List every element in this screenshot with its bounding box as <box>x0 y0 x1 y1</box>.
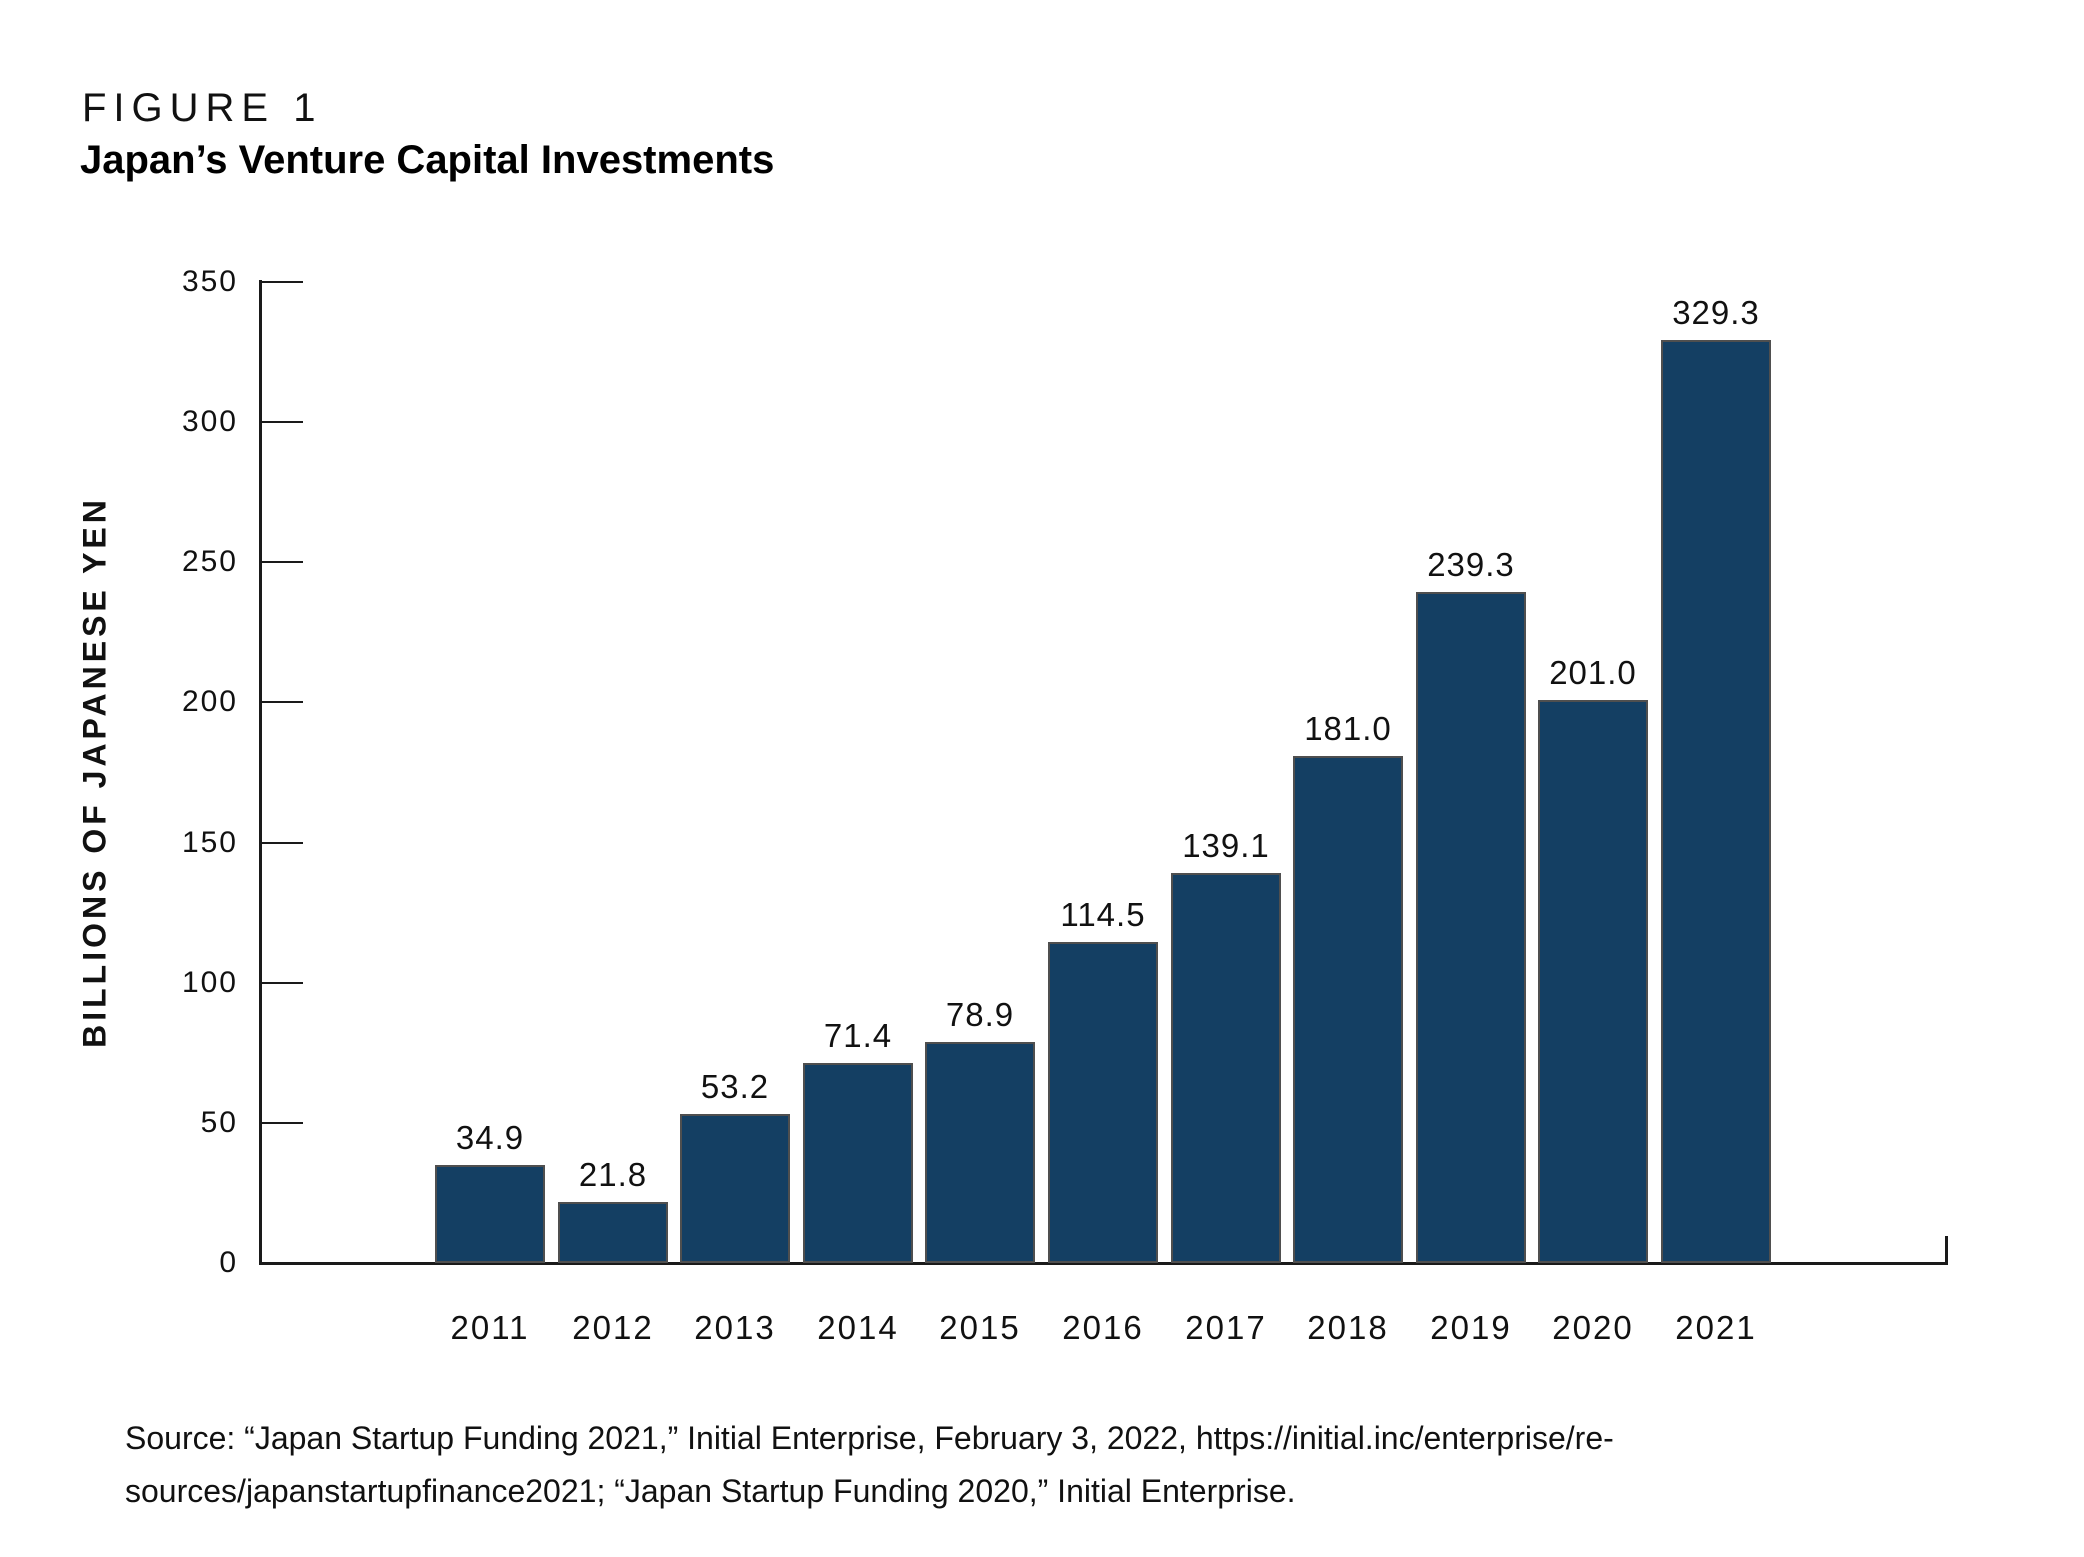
y-tick-label-300: 300 <box>181 405 238 438</box>
bar-2018 <box>1293 756 1403 1263</box>
y-tick-100 <box>259 982 303 984</box>
y-tick-label-100: 100 <box>181 966 238 999</box>
bar-value-label-2018: 181.0 <box>1304 710 1392 747</box>
bar-2017 <box>1171 873 1281 1263</box>
x-tick-label-2017: 2017 <box>1185 1309 1267 1346</box>
x-tick-label-2012: 2012 <box>572 1309 654 1346</box>
bar-value-label-2020: 201.0 <box>1549 654 1637 691</box>
bar-value-label-2019: 239.3 <box>1427 546 1515 583</box>
bar-2019 <box>1416 592 1526 1263</box>
y-tick-label-150: 150 <box>181 826 238 859</box>
bar-value-label-2017: 139.1 <box>1182 827 1270 864</box>
bar-2011 <box>435 1165 545 1263</box>
source-line-2: sources/japanstartupfinance2021; “Japan … <box>125 1473 1296 1509</box>
figure-number-label: FIGURE 1 <box>82 86 323 130</box>
bar-value-label-2014: 71.4 <box>823 1017 893 1054</box>
y-tick-label-0: 0 <box>219 1246 238 1279</box>
x-axis-line <box>259 1262 1948 1265</box>
bar-2020 <box>1538 700 1648 1263</box>
bar-2021 <box>1661 340 1771 1263</box>
x-tick-label-2013: 2013 <box>694 1309 776 1346</box>
y-tick-150 <box>259 842 303 844</box>
bar-value-label-2011: 34.9 <box>455 1119 525 1156</box>
bar-value-label-2013: 53.2 <box>700 1068 770 1105</box>
y-tick-label-200: 200 <box>181 685 238 718</box>
x-tick-label-2011: 2011 <box>450 1309 530 1346</box>
y-tick-label-50: 50 <box>200 1106 238 1139</box>
bar-value-label-2021: 329.3 <box>1672 294 1760 331</box>
y-axis-line <box>259 280 262 1264</box>
x-tick-label-2021: 2021 <box>1675 1309 1757 1346</box>
y-tick-label-350: 350 <box>181 265 238 298</box>
x-axis-end-tick <box>1945 1236 1948 1262</box>
bar-2012 <box>558 1202 668 1263</box>
bar-value-label-2012: 21.8 <box>578 1156 648 1193</box>
x-tick-label-2020: 2020 <box>1552 1309 1634 1346</box>
x-tick-label-2018: 2018 <box>1307 1309 1389 1346</box>
bar-value-label-2016: 114.5 <box>1060 896 1146 933</box>
y-tick-250 <box>259 561 303 563</box>
y-tick-350 <box>259 281 303 283</box>
bar-2016 <box>1048 942 1158 1263</box>
y-tick-50 <box>259 1122 303 1124</box>
y-tick-label-250: 250 <box>181 545 238 578</box>
bar-2015 <box>925 1042 1035 1263</box>
source-line-1: Source: “Japan Startup Funding 2021,” In… <box>125 1420 1614 1456</box>
y-tick-200 <box>259 701 303 703</box>
bar-2014 <box>803 1063 913 1263</box>
source-note: Source: “Japan Startup Funding 2021,” In… <box>125 1412 1845 1518</box>
bar-2013 <box>680 1114 790 1263</box>
chart-title: Japan’s Venture Capital Investments <box>80 138 775 182</box>
x-tick-label-2019: 2019 <box>1430 1309 1512 1346</box>
x-tick-label-2015: 2015 <box>939 1309 1021 1346</box>
x-tick-label-2014: 2014 <box>817 1309 899 1346</box>
x-tick-label-2016: 2016 <box>1062 1309 1144 1346</box>
bar-chart: BILLIONS OF JAPANESE YEN 0 50 100 150 200 250… <box>77 265 1948 1346</box>
bar-value-label-2015: 78.9 <box>945 996 1015 1033</box>
y-tick-300 <box>259 421 303 423</box>
